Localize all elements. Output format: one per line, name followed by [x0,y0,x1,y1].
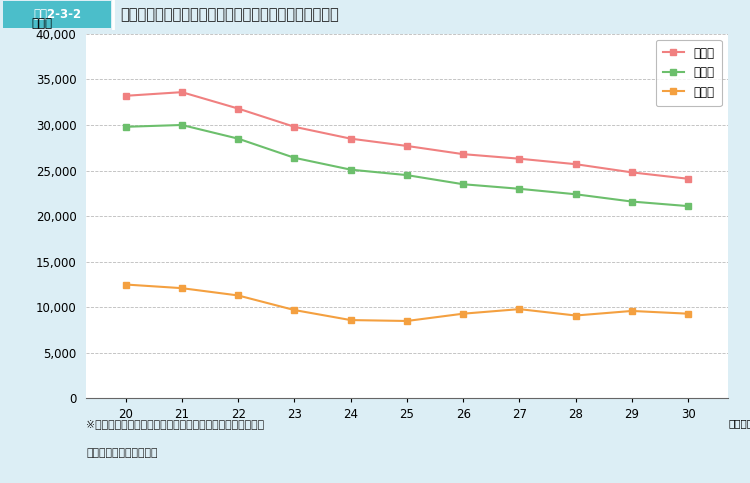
受験者 [459,181,468,187]
Text: 高等学校卒業程度認定試験の出願者・受験者・合格者数: 高等学校卒業程度認定試験の出願者・受験者・合格者数 [120,7,339,23]
出願者 [234,106,243,112]
出願者 [684,176,693,182]
合格者 [628,308,637,314]
出願者 [459,151,468,157]
Line: 合格者: 合格者 [122,282,692,324]
合格者 [122,282,130,287]
受験者 [234,136,243,142]
出願者 [572,161,580,167]
合格者 [684,311,693,316]
受験者 [403,172,412,178]
Line: 出願者: 出願者 [122,89,692,182]
出願者 [290,124,299,130]
合格者 [178,285,187,291]
受験者 [515,186,524,192]
受験者 [346,167,355,172]
出願者 [346,136,355,142]
合格者 [459,311,468,316]
合格者 [234,293,243,298]
合格者 [403,318,412,324]
出願者 [178,89,187,95]
Text: （年度）: （年度） [729,419,750,428]
受験者 [290,155,299,161]
Text: 図表2-3-2: 図表2-3-2 [33,9,81,21]
受験者 [122,124,130,130]
出願者 [515,156,524,162]
受験者 [178,122,187,128]
Bar [3,1,111,28]
出願者 [403,143,412,149]
受験者 [684,203,693,209]
Text: （出典）文部科学省調べ: （出典）文部科学省調べ [86,448,158,458]
合格者 [515,306,524,312]
出願者 [122,93,130,99]
Text: ※合格者は，全科目合格者であり，一部科目合格者を除く。: ※合格者は，全科目合格者であり，一部科目合格者を除く。 [86,419,264,429]
合格者 [290,307,299,313]
受験者 [628,199,637,204]
Line: 受験者: 受験者 [122,122,692,209]
Legend: 出願者, 受験者, 合格者: 出願者, 受験者, 合格者 [656,40,722,106]
Text: （人）: （人） [32,17,53,30]
合格者 [346,317,355,323]
出願者 [628,170,637,175]
受験者 [572,191,580,197]
合格者 [572,313,580,318]
